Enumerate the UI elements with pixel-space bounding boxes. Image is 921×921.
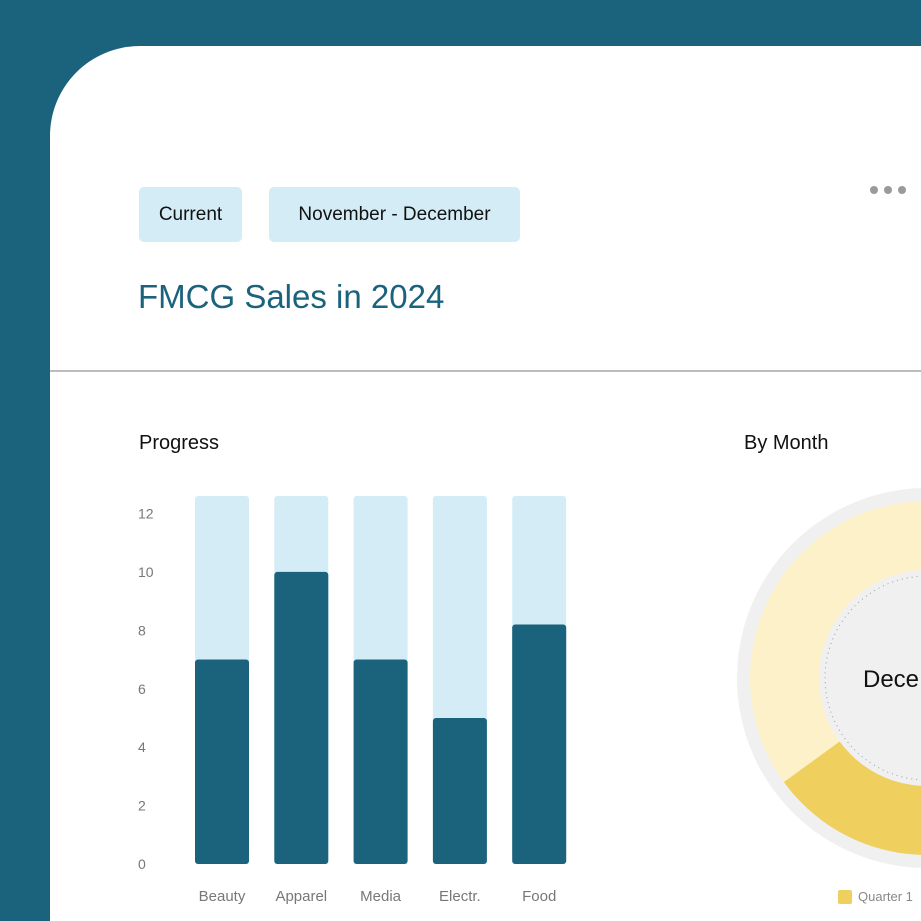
- donut-legend: Quarter 1: [838, 888, 913, 906]
- x-tick-label: Beauty: [199, 888, 246, 905]
- y-tick-label: 12: [138, 506, 154, 522]
- legend-label: Quarter 1: [858, 889, 913, 905]
- donut-center-label: Dece: [863, 666, 919, 693]
- bar: [432, 717, 487, 864]
- by-month-title: By Month: [744, 432, 829, 454]
- bar: [274, 571, 329, 864]
- bar: [353, 659, 408, 864]
- by-month-donut-chart: 40%Dece: [737, 488, 921, 868]
- page-title: FMCG Sales in 2024: [138, 278, 445, 315]
- y-tick-label: 4: [138, 739, 146, 755]
- y-tick-label: 2: [138, 798, 146, 814]
- x-tick-label: Apparel: [275, 888, 327, 905]
- more-options-icon[interactable]: [870, 186, 910, 196]
- filter-date-range[interactable]: November - December: [269, 187, 520, 242]
- progress-bar-chart: 0 2 4 6 8 10 12 Beauty Apparel Media Electr. Food: [138, 496, 567, 905]
- x-tick-label: Media: [360, 888, 402, 905]
- x-tick-label: Food: [522, 888, 556, 905]
- legend-swatch: [838, 889, 852, 904]
- bar: [195, 659, 249, 864]
- dashboard-card: Current November - December FMCG Sales i…: [50, 46, 921, 921]
- y-tick-label: 10: [138, 564, 154, 580]
- y-tick-label: 6: [138, 681, 146, 697]
- filter-current[interactable]: Current: [139, 187, 242, 242]
- bar: [512, 624, 567, 864]
- donut-slice: [783, 741, 921, 855]
- donut-slice: [750, 501, 921, 783]
- y-tick-label: 0: [138, 856, 146, 872]
- divider: [50, 370, 921, 372]
- progress-title: Progress: [139, 432, 220, 454]
- y-tick-label: 8: [138, 622, 146, 638]
- x-tick-label: Electr.: [439, 888, 481, 905]
